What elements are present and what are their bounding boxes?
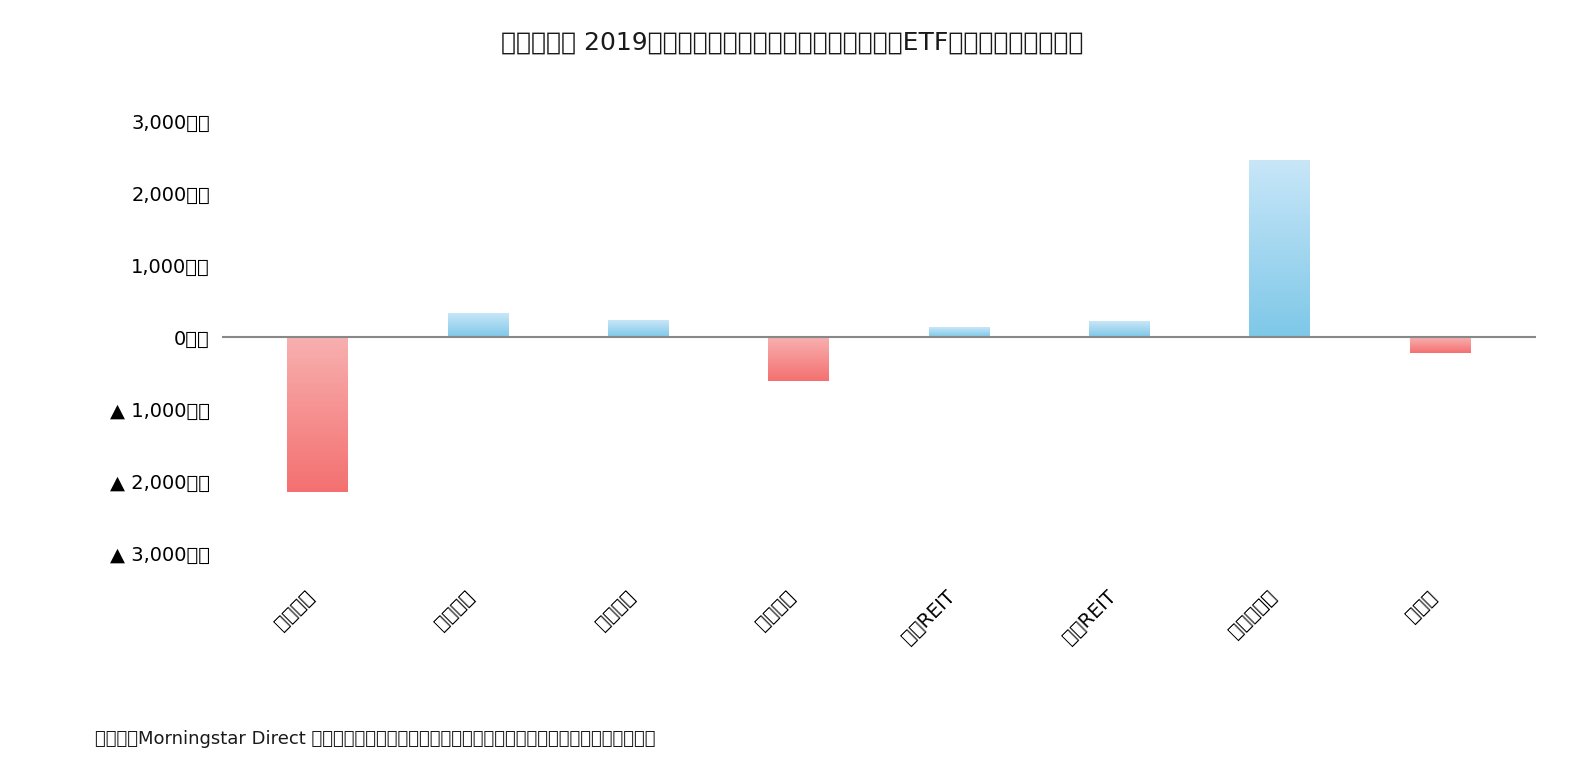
Text: （資料）Morningstar Direct より作成。各資産クラスはイボットソン分類を用いてファンドを分類。: （資料）Morningstar Direct より作成。各資産クラスはイボットソ… [95,730,656,748]
Text: 【図表１】 2019年９月の日本籍追加型株式投信（除くETF）の推計資金流出入: 【図表１】 2019年９月の日本籍追加型株式投信（除くETF）の推計資金流出入 [501,31,1083,54]
